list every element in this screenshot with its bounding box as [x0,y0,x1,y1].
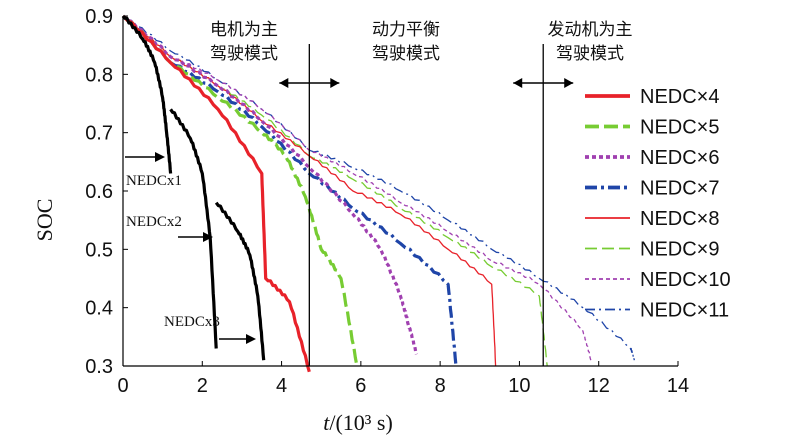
legend-label: NEDC×7 [640,178,719,200]
legend-label: NEDC×11 [640,300,729,322]
x-tick-label: 14 [667,375,689,397]
annotation-label: NEDCx3 [164,314,220,330]
x-tick-label: 10 [508,375,530,397]
legend-label: NEDC×9 [640,239,719,261]
annotation-label: NEDCx2 [126,214,182,230]
y-tick-label: 0.9 [85,6,113,28]
axes: 0 2 4 6 8 10 12 14 0.3 0.4 0.5 0.6 0.7 0.8 0.9 [85,6,689,397]
legend-label: NEDC×8 [640,208,719,230]
zone-label-line1: 发动机为主 [548,20,633,40]
annotations: NEDCx1 NEDCx2 NEDCx3 [125,152,256,344]
legend-label: NEDC×4 [640,86,719,108]
legend-label: NEDC×10 [640,269,731,291]
legend: NEDC×4 NEDC×5 NEDC×6 NEDC×7 NEDC×8 NEDC×9 NEDC… [585,86,731,322]
y-axis-title: SOC [32,199,57,242]
y-tick-label: 0.3 [85,356,113,378]
plot-area [121,14,636,373]
y-tick-label: 0.4 [85,298,113,320]
x-tick-label: 8 [435,375,446,397]
annotation-arrow-head [203,232,213,242]
legend-label: NEDC×6 [640,147,719,169]
zone-label-line1: 动力平衡 [372,20,440,40]
series-line-nedc-4 [121,14,311,373]
series-line-nedc-1 [121,14,173,174]
zone-label-line2: 驾驶模式 [372,44,440,64]
x-axis-title-italic: t [323,410,330,435]
series-line-nedc-6 [121,14,418,355]
legend-label: NEDC×5 [640,117,719,139]
x-tick-label: 0 [117,375,128,397]
annotation-label: NEDCx1 [126,173,182,189]
y-tick-label: 0.5 [85,239,113,261]
arrow-head-left [513,78,523,88]
y-tick-label: 0.6 [85,181,113,203]
series-line-nedc-3 [214,201,266,361]
zone-label-line2: 驾驶模式 [556,44,624,64]
zone-label-line2: 驾驶模式 [210,44,278,64]
x-tick-label: 12 [588,375,610,397]
x-axis-title: t/(10³ s) [323,410,393,435]
arrow-head-right [564,78,574,88]
zone-label-line1: 电机为主 [210,20,278,40]
y-tick-label: 0.8 [85,64,113,86]
x-axis-title-unit: /(10³ s) [329,410,392,435]
series-line-nedc-2 [169,108,218,349]
arrow-head-left [279,78,289,88]
series-line-nedc-5 [121,14,359,367]
series-line-nedc-10 [122,15,592,361]
x-tick-label: 6 [355,375,366,397]
annotation-arrow-head [246,334,256,344]
y-tick-label: 0.7 [85,123,113,145]
arrow-head-right [330,78,340,88]
x-tick-label: 4 [276,375,287,397]
x-tick-label: 2 [197,375,208,397]
annotation-arrow-head [155,152,165,162]
